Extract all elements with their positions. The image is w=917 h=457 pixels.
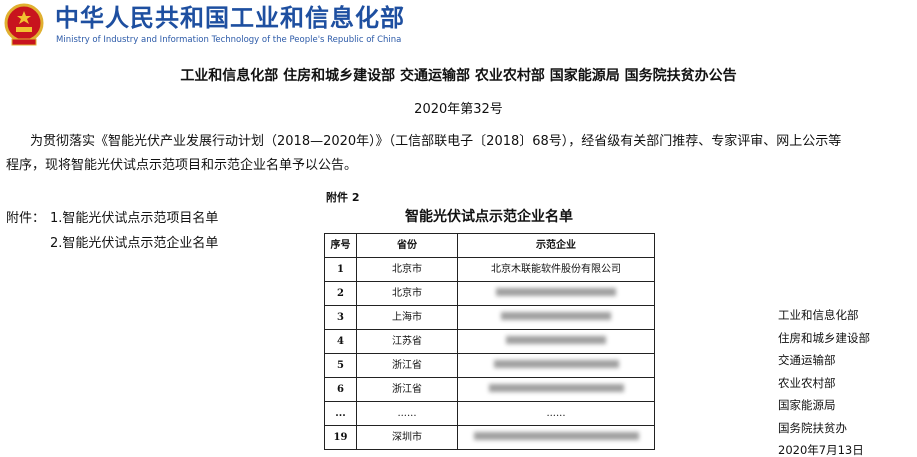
attachment-item-2[interactable]: 2.智能光伏试点示范企业名单 <box>50 236 219 251</box>
row-company: ...... <box>457 401 655 426</box>
row-province: ...... <box>356 401 458 426</box>
row-company: 北京木联能软件股份有限公司 <box>457 257 655 282</box>
signature-org: 工业和信息化部 <box>778 308 859 322</box>
signature-org: 交通运输部 <box>778 353 836 367</box>
row-province: 深圳市 <box>356 425 458 450</box>
body-paragraph-line-2: 程序，现将智能光伏试点示范项目和示范企业名单予以公告。 <box>6 158 358 173</box>
header-company: 示范企业 <box>457 233 655 258</box>
row-number: 3 <box>324 305 357 330</box>
enterprise-table: 序号 省份 示范企业 1 北京市 北京木联能软件股份有限公司 2 北京市 3 上海市 4 江苏省… <box>324 233 655 450</box>
redacted-company-name <box>506 335 606 344</box>
row-province: 江苏省 <box>356 329 458 354</box>
signature-date: 2020年7月13日 <box>778 443 864 457</box>
attachment-2-label: 附件 2 <box>326 191 360 204</box>
row-company <box>457 353 655 378</box>
row-company <box>457 329 655 354</box>
redacted-company-name <box>501 311 611 320</box>
row-company <box>457 377 655 402</box>
row-number: 6 <box>324 377 357 402</box>
body-paragraph-line-1: 为贯彻落实《智能光伏产业发展行动计划（2018—2020年）》（工信部联电子〔2… <box>30 134 842 149</box>
row-company <box>457 305 655 330</box>
redacted-company-name <box>493 359 619 368</box>
table-header-row: 序号 省份 示范企业 <box>324 233 655 258</box>
row-province: 浙江省 <box>356 353 458 378</box>
row-company <box>457 281 655 306</box>
announcement-title: 工业和信息化部 住房和城乡建设部 交通运输部 农业农村部 国家能源局 国务院扶贫… <box>180 68 737 84</box>
row-number: 5 <box>324 353 357 378</box>
row-province: 上海市 <box>356 305 458 330</box>
signature-org: 国家能源局 <box>778 398 836 412</box>
signature-org: 住房和城乡建设部 <box>778 330 870 345</box>
row-province: 浙江省 <box>356 377 458 402</box>
table-row: 19 深圳市 <box>324 425 655 450</box>
attachments-label: 附件： <box>6 211 46 226</box>
redacted-company-name <box>496 287 616 296</box>
table-row: 1 北京市 北京木联能软件股份有限公司 <box>324 257 655 282</box>
table-row: 4 江苏省 <box>324 329 655 354</box>
table-row: 6 浙江省 <box>324 377 655 402</box>
row-number: 4 <box>324 329 357 354</box>
national-emblem-icon <box>4 3 44 46</box>
row-province: 北京市 <box>356 281 458 306</box>
row-province: 北京市 <box>356 257 458 282</box>
header-no: 序号 <box>324 233 357 258</box>
row-number: ... <box>324 401 357 426</box>
redacted-company-name <box>473 431 639 440</box>
ministry-logo-en: Ministry of Industry and Information Tec… <box>56 35 402 45</box>
attachment-item-1[interactable]: 1.智能光伏试点示范项目名单 <box>50 211 219 226</box>
row-number: 2 <box>324 281 357 306</box>
header-province: 省份 <box>356 233 458 258</box>
ministry-logo-cn: 中华人民共和国工业和信息化部 <box>55 4 405 32</box>
row-company <box>457 425 655 450</box>
row-number: 19 <box>324 425 357 450</box>
table-row: 3 上海市 <box>324 305 655 330</box>
announcement-number: 2020年第32号 <box>414 102 503 117</box>
redacted-company-name <box>488 383 624 392</box>
signature-org: 农业农村部 <box>778 375 836 390</box>
table-row: 5 浙江省 <box>324 353 655 378</box>
table-row: 2 北京市 <box>324 281 655 306</box>
row-number: 1 <box>324 257 357 282</box>
table-row: ............... <box>324 401 655 426</box>
signature-org: 国务院扶贫办 <box>778 420 847 435</box>
table-title: 智能光伏试点示范企业名单 <box>405 209 573 225</box>
